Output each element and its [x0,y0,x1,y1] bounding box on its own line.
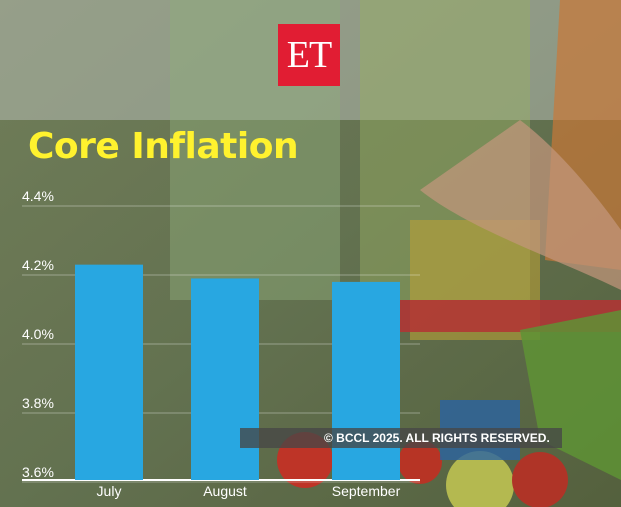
et-logo-text: ET [286,34,332,76]
x-category-label: September [332,483,401,499]
y-tick-label: 4.2% [22,257,54,273]
x-category-labels: July August September [97,483,401,499]
y-tick-labels: 3.6% 3.8% 4.0% 4.2% 4.4% [22,188,54,480]
et-logo: ET [278,24,340,86]
y-tick-label: 3.8% [22,395,54,411]
copyright-text: © BCCL 2025. ALL RIGHTS RESERVED. [324,431,550,445]
chart-title: Core Inflation [28,126,299,167]
y-tick-label: 3.6% [22,464,54,480]
y-tick-label: 4.0% [22,326,54,342]
copyright-banner: © BCCL 2025. ALL RIGHTS RESERVED. [240,428,562,448]
x-category-label: July [97,483,122,499]
x-category-label: August [203,483,247,499]
bar [191,278,259,480]
bar [332,281,400,480]
bar [75,264,143,480]
y-tick-label: 4.4% [22,188,54,204]
